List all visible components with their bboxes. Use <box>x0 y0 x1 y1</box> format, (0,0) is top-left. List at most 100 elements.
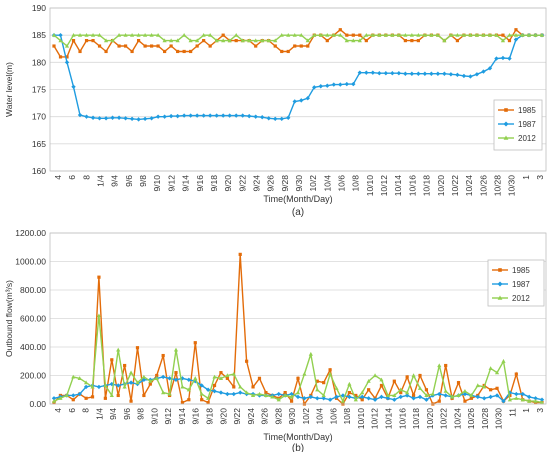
x-tick-label: 10/26 <box>478 175 488 197</box>
series-2012-point <box>77 32 83 37</box>
series-2012-point <box>186 387 191 392</box>
x-tick-label: 9/10 <box>152 175 162 192</box>
series-2012-point <box>482 384 487 389</box>
x-tick-label: 8 <box>81 175 91 180</box>
series-1985-point <box>206 400 210 405</box>
series-2012-point <box>116 32 122 37</box>
series-1987-point <box>392 397 397 402</box>
chart-a-x-axis-label: Time(Month/Day) <box>263 194 332 204</box>
series-2012-point <box>539 400 545 405</box>
series-1985-point <box>364 39 368 43</box>
series-2012-point <box>96 313 102 318</box>
series-1987-point <box>448 72 454 77</box>
series-1987-point <box>220 113 226 118</box>
series-1987-point <box>199 383 204 388</box>
series-2012-point <box>318 32 323 37</box>
series-1987-point <box>442 71 447 76</box>
series-1987-point <box>71 84 76 89</box>
series-2012-point <box>461 32 467 37</box>
y-tick-label: 600.00 <box>20 314 46 324</box>
series-2012-point <box>364 32 369 37</box>
series-2012-point <box>149 32 154 37</box>
series-2012-point <box>474 32 480 37</box>
x-tick-label: 9/10 <box>149 408 159 425</box>
series-2012-point <box>142 32 148 37</box>
series-1987-point <box>364 70 369 75</box>
series-2012-point <box>372 373 378 378</box>
x-tick-label: 9/28 <box>280 175 290 192</box>
x-tick-label: 10/28 <box>480 408 490 430</box>
series-1987-line <box>54 34 542 121</box>
chart-a-gridlines <box>50 7 546 172</box>
series-1985-point <box>403 39 407 43</box>
series-2012-point <box>443 388 448 393</box>
series-2012-point <box>64 43 70 48</box>
chart-a-y-axis-label: Water level(m) <box>4 62 14 117</box>
series-2012-point <box>513 32 519 37</box>
series-2012-point <box>182 32 187 37</box>
x-tick-label: 9/18 <box>204 408 214 425</box>
series-2012-point <box>225 373 230 378</box>
series-1985-point <box>232 385 236 389</box>
x-tick-label: 10/22 <box>450 175 460 197</box>
series-1987-point <box>398 394 403 400</box>
series-2012-point <box>383 32 388 37</box>
series-1987-point <box>416 71 421 76</box>
series-2012-point <box>221 38 226 43</box>
series-1987-point <box>97 116 102 121</box>
series-2012-point <box>462 388 468 393</box>
series-2012-point <box>533 398 538 403</box>
series-1985-point <box>156 44 160 48</box>
series-2012-point <box>135 380 140 385</box>
series-1985-point <box>399 391 403 395</box>
series-2012-point <box>450 394 455 399</box>
series-1985-point <box>347 391 351 395</box>
series-1987-point <box>312 85 317 90</box>
x-tick-label: 10/28 <box>492 175 502 197</box>
x-tick-label: 10/6 <box>337 175 347 192</box>
x-tick-label: 10/14 <box>393 175 403 197</box>
y-tick-label: 180 <box>32 57 46 67</box>
x-tick-label: 10/14 <box>384 408 394 430</box>
series-2012-point <box>501 359 506 363</box>
series-1985-point <box>293 44 297 48</box>
series-1987-point <box>299 98 304 103</box>
series-1985-point <box>200 398 204 402</box>
series-1987-point <box>136 117 141 122</box>
chart-b-series <box>51 252 545 406</box>
series-2012-point <box>500 38 506 43</box>
series-1985-point <box>187 398 191 402</box>
series-2012-point <box>260 38 265 43</box>
series-1985-point <box>254 44 258 48</box>
series-2012-point <box>481 32 486 37</box>
series-2012-point <box>208 32 213 37</box>
series-2012-point <box>263 393 268 398</box>
series-1987-point <box>142 116 148 122</box>
series-1987-point <box>409 71 415 76</box>
series-1987-point <box>129 116 135 122</box>
series-2012-point <box>253 38 258 43</box>
series-1987-point <box>160 374 166 380</box>
series-2012-point <box>456 393 461 398</box>
series-1985-point <box>455 39 460 43</box>
series-1985-point <box>437 399 441 403</box>
series-2012-point <box>539 32 545 37</box>
series-1987-point <box>167 376 172 381</box>
series-1985-line <box>53 28 542 58</box>
x-tick-label: 10/2 <box>301 408 311 425</box>
series-2012-point <box>422 32 427 37</box>
legend-label-1985: 1985 <box>512 266 530 275</box>
series-2012-point <box>257 391 262 396</box>
series-2012-point <box>64 393 69 398</box>
series-1987-point <box>295 394 301 400</box>
series-2012-point <box>71 32 76 37</box>
series-1987-point <box>435 71 441 76</box>
x-tick-label: 10/8 <box>342 408 352 425</box>
series-1987-point <box>188 113 193 118</box>
series-1985-point <box>325 39 329 43</box>
series-2012-point <box>514 396 519 400</box>
series-1985-point <box>193 341 197 345</box>
series-2012-point <box>58 396 63 400</box>
series-1987-point <box>162 114 167 119</box>
series-1987-point <box>334 394 339 400</box>
